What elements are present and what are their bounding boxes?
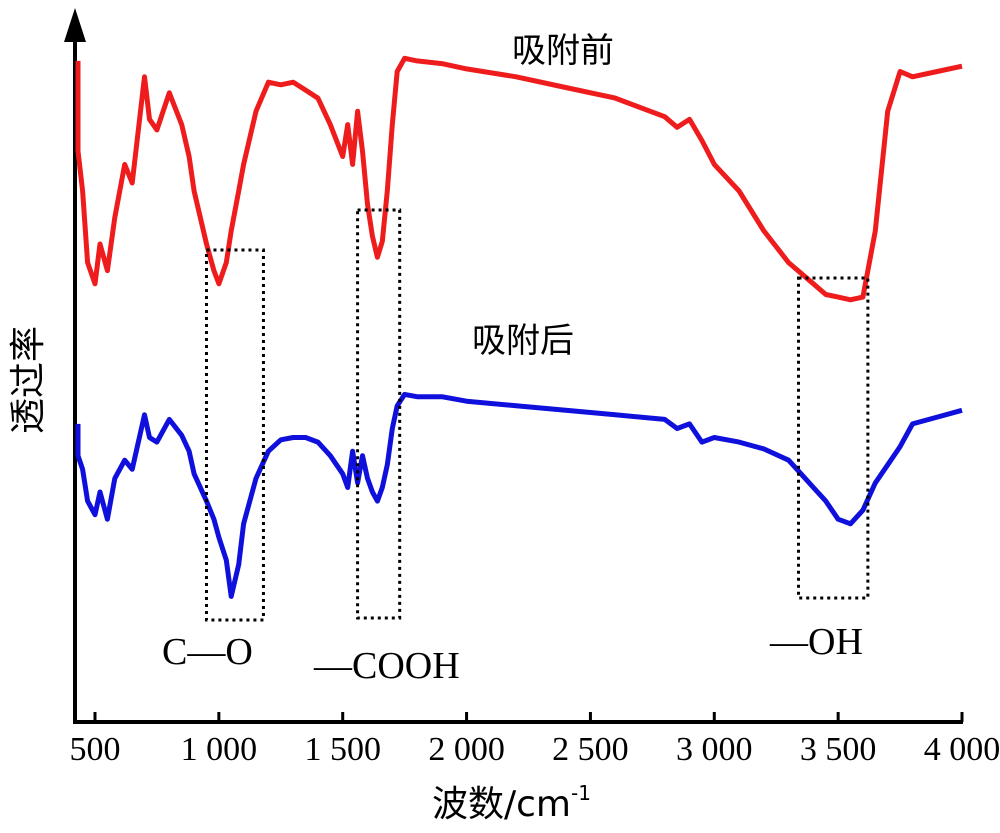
x-tick-label: 1 000 [181, 731, 258, 768]
x-axis-title-main: 波数/cm [432, 784, 571, 825]
annotation-box [204, 248, 265, 622]
annotation-box [797, 276, 870, 600]
annotation-label-cooh: —COOH [313, 645, 460, 687]
x-axis-title-sup: -1 [571, 781, 591, 805]
series-line-after [75, 391, 963, 599]
y-axis-arrow-icon [64, 8, 86, 42]
x-axis-ticks [93, 712, 964, 722]
x-axis-tick-labels: 500 1 000 1 500 2 000 2 500 3 000 3 500 4 000 [70, 731, 1000, 768]
annotation-boxes [204, 208, 870, 622]
y-axis-title: 透过率 [8, 326, 49, 434]
x-axis-title: 波数/cm-1 [432, 781, 591, 825]
series-line-before [75, 55, 963, 303]
x-tick-label: 2 500 [552, 731, 629, 768]
x-tick-label: 500 [70, 731, 121, 768]
annotation-label-co: C—O [162, 631, 253, 673]
series-group [75, 55, 963, 599]
x-tick-label: 4 000 [924, 731, 1000, 768]
x-tick-label: 2 000 [428, 731, 505, 768]
annotation-label-oh: —OH [769, 621, 863, 663]
x-tick-label: 3 500 [800, 731, 877, 768]
series-label-before: 吸附前 [512, 31, 614, 71]
annotation-box [356, 208, 402, 620]
series-label-after: 吸附后 [472, 321, 574, 361]
x-tick-label: 3 000 [676, 731, 753, 768]
x-tick-label: 1 500 [304, 731, 381, 768]
